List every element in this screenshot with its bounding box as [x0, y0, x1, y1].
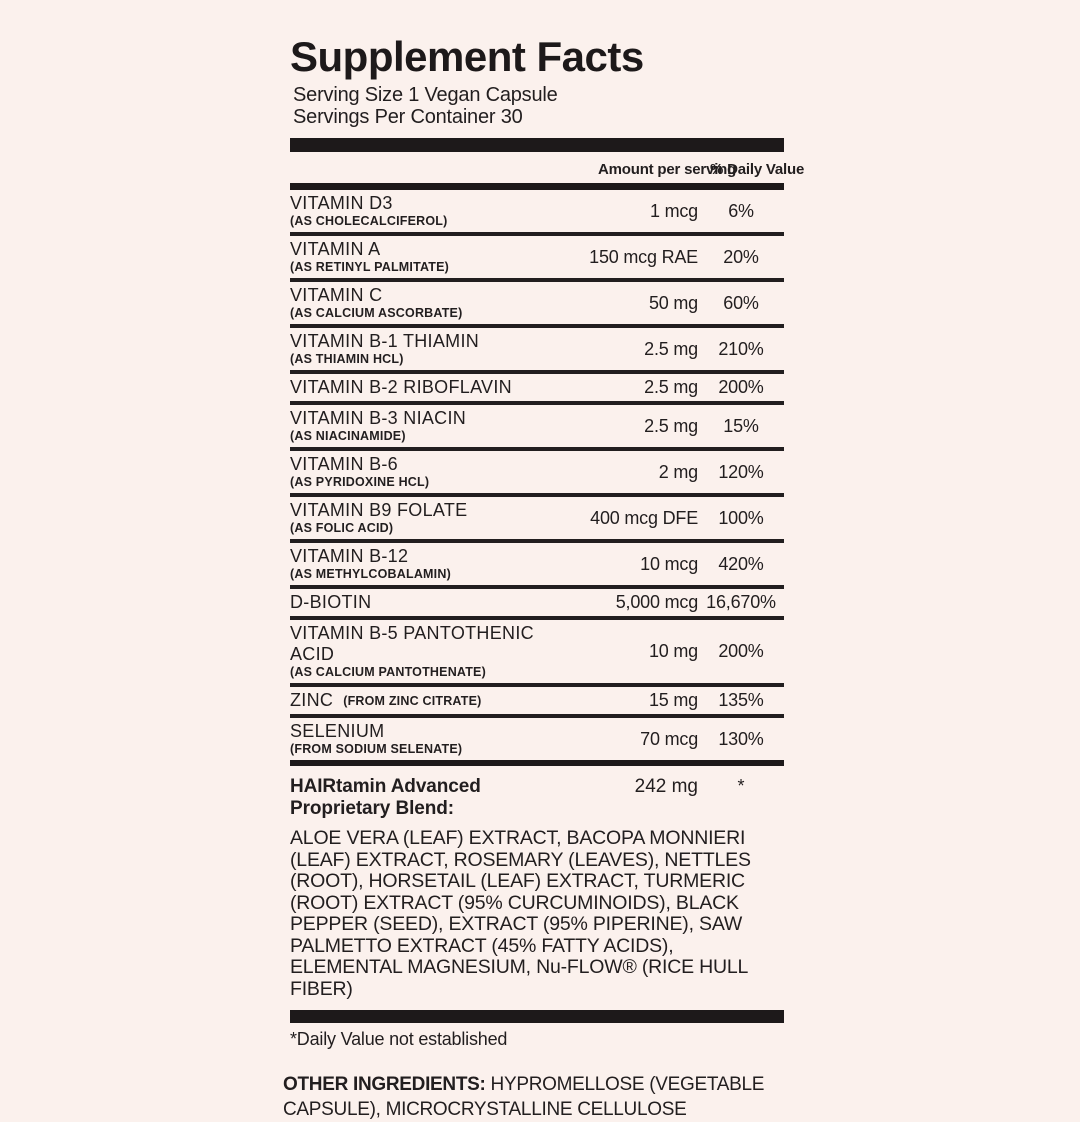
serving-size: Serving Size 1 Vegan Capsule	[293, 84, 558, 106]
panel-title: Supplement Facts	[290, 33, 644, 80]
daily-value-footnote: *Daily Value not established	[290, 1029, 508, 1049]
nutrient-table: VITAMIN D3 (AS CHOLECALCIFEROL) 1 mcg 6% …	[290, 190, 784, 760]
nutrient-daily-value: 16,670%	[706, 592, 776, 612]
nutrient-daily-value: 200%	[718, 377, 764, 397]
nutrient-amount: 2.5 mg	[644, 415, 698, 436]
divider-under-header	[290, 183, 784, 190]
nutrient-name: SELENIUM	[290, 721, 385, 741]
nutrient-row-vitamin-b2: VITAMIN B-2 RIBOFLAVIN 2.5 mg 200%	[290, 370, 784, 401]
nutrient-name: VITAMIN D3	[290, 193, 393, 213]
nutrient-amount: 50 mg	[648, 292, 698, 313]
nutrient-name: VITAMIN B9 FOLATE	[290, 500, 468, 520]
nutrient-source: (AS RETINYL PALMITATE)	[290, 260, 450, 274]
nutrient-row-d-biotin: D-BIOTIN 5,000 mcg 16,670%	[290, 585, 784, 616]
nutrient-name: VITAMIN B-6	[290, 454, 398, 474]
nutrient-row-vitamin-b6: VITAMIN B-6 (AS PYRIDOXINE HCL) 2 mg 120%	[290, 447, 784, 493]
nutrient-row-zinc: ZINC (FROM ZINC CITRATE) 15 mg 135%	[290, 683, 784, 714]
nutrient-source: (AS METHYLCOBALAMIN)	[290, 567, 451, 581]
nutrient-row-vitamin-b3: VITAMIN B-3 NIACIN (AS NIACINAMIDE) 2.5 m…	[290, 401, 784, 447]
nutrient-amount: 150 mcg RAE	[589, 246, 698, 267]
nutrient-daily-value: 120%	[718, 461, 764, 482]
nutrient-row-vitamin-c: VITAMIN C (AS CALCIUM ASCORBATE) 50 mg 60…	[290, 278, 784, 324]
nutrient-row-vitamin-a: VITAMIN A (AS RETINYL PALMITATE) 150 mcg …	[290, 232, 784, 278]
nutrient-daily-value: 20%	[723, 246, 759, 267]
nutrient-daily-value: 210%	[718, 338, 764, 359]
nutrient-daily-value: 6%	[728, 200, 754, 221]
supplement-facts-panel: Supplement Facts Serving Size 1 Vegan Ca…	[283, 33, 805, 1122]
nutrient-row-vitamin-b12: VITAMIN B-12 (AS METHYLCOBALAMIN) 10 mcg …	[290, 539, 784, 585]
nutrient-source: (FROM SODIUM SELENATE)	[290, 742, 463, 756]
nutrient-amount: 5,000 mcg	[615, 592, 698, 612]
column-header-percent-daily-value: % Daily Value	[710, 161, 805, 178]
nutrient-name: VITAMIN B-5 PANTOTHENIC ACID	[290, 623, 534, 664]
proprietary-blend-row: HAIRtamin Advanced Proprietary Blend: 24…	[290, 776, 784, 820]
nutrient-daily-value: 200%	[718, 641, 764, 661]
nutrient-daily-value: 135%	[718, 690, 764, 710]
nutrient-name: VITAMIN B-2 RIBOFLAVIN	[290, 377, 512, 397]
nutrient-name: VITAMIN C	[290, 285, 383, 305]
nutrient-source: (AS NIACINAMIDE)	[290, 429, 406, 443]
nutrient-name: VITAMIN B-3 NIACIN	[290, 408, 467, 428]
blend-daily-value-asterisk: *	[737, 776, 745, 796]
nutrient-source: (AS FOLIC ACID)	[290, 521, 394, 535]
servings-per-container: Servings Per Container 30	[293, 106, 523, 128]
table-header-row: Amount per serving % Daily Value	[290, 152, 805, 183]
nutrient-row-selenium: SELENIUM (FROM SODIUM SELENATE) 70 mcg 13…	[290, 714, 784, 760]
nutrient-daily-value: 100%	[718, 507, 764, 528]
nutrient-name: VITAMIN A	[290, 239, 381, 259]
nutrient-daily-value: 130%	[718, 728, 764, 749]
nutrient-amount: 70 mcg	[640, 728, 698, 749]
nutrient-name: ZINC	[290, 690, 334, 710]
nutrient-source: (AS CALCIUM ASCORBATE)	[290, 306, 463, 320]
divider-thick-bottom	[290, 1010, 784, 1023]
nutrient-name: VITAMIN B-12	[290, 546, 409, 566]
nutrient-source: (AS THIAMIN HCL)	[290, 352, 404, 366]
divider-thick-top	[290, 138, 784, 152]
nutrient-daily-value: 420%	[718, 553, 764, 574]
nutrient-amount: 2.5 mg	[644, 338, 698, 359]
nutrient-daily-value: 60%	[723, 292, 759, 313]
nutrient-row-vitamin-b1: VITAMIN B-1 THIAMIN (AS THIAMIN HCL) 2.5 …	[290, 324, 784, 370]
nutrient-row-vitamin-d3: VITAMIN D3 (AS CHOLECALCIFEROL) 1 mcg 6%	[290, 190, 784, 232]
nutrient-name: D-BIOTIN	[290, 592, 372, 612]
nutrient-amount: 400 mcg DFE	[590, 507, 698, 528]
nutrient-row-vitamin-b5: VITAMIN B-5 PANTOTHENIC ACID (AS CALCIUM …	[290, 616, 784, 683]
column-header-amount-per-serving: Amount per serving	[598, 161, 737, 178]
nutrient-amount: 10 mg	[648, 641, 698, 661]
nutrient-name: VITAMIN B-1 THIAMIN	[290, 331, 480, 351]
nutrient-source: (AS CALCIUM PANTOTHENATE)	[290, 665, 486, 679]
nutrient-source: (AS PYRIDOXINE HCL)	[290, 475, 430, 489]
nutrient-amount: 10 mcg	[640, 553, 698, 574]
nutrient-row-vitamin-b9: VITAMIN B9 FOLATE (AS FOLIC ACID) 400 mcg…	[290, 493, 784, 539]
nutrient-source: (FROM ZINC CITRATE)	[343, 694, 482, 708]
blend-amount: 242 mg	[634, 776, 698, 797]
nutrient-source: (AS CHOLECALCIFEROL)	[290, 214, 448, 228]
divider-above-blend	[290, 760, 784, 766]
nutrient-daily-value: 15%	[723, 415, 759, 436]
blend-title: HAIRtamin Advanced Proprietary Blend:	[290, 776, 481, 819]
blend-ingredients-list: ALOE VERA (LEAF) EXTRACT, BACOPA MONNIER…	[290, 827, 751, 1000]
nutrient-amount: 1 mcg	[649, 200, 698, 221]
other-ingredients-label: OTHER INGREDIENTS:	[283, 1074, 486, 1095]
nutrient-amount: 2.5 mg	[644, 377, 698, 397]
nutrient-amount: 15 mg	[648, 690, 698, 710]
nutrient-amount: 2 mg	[658, 461, 698, 482]
